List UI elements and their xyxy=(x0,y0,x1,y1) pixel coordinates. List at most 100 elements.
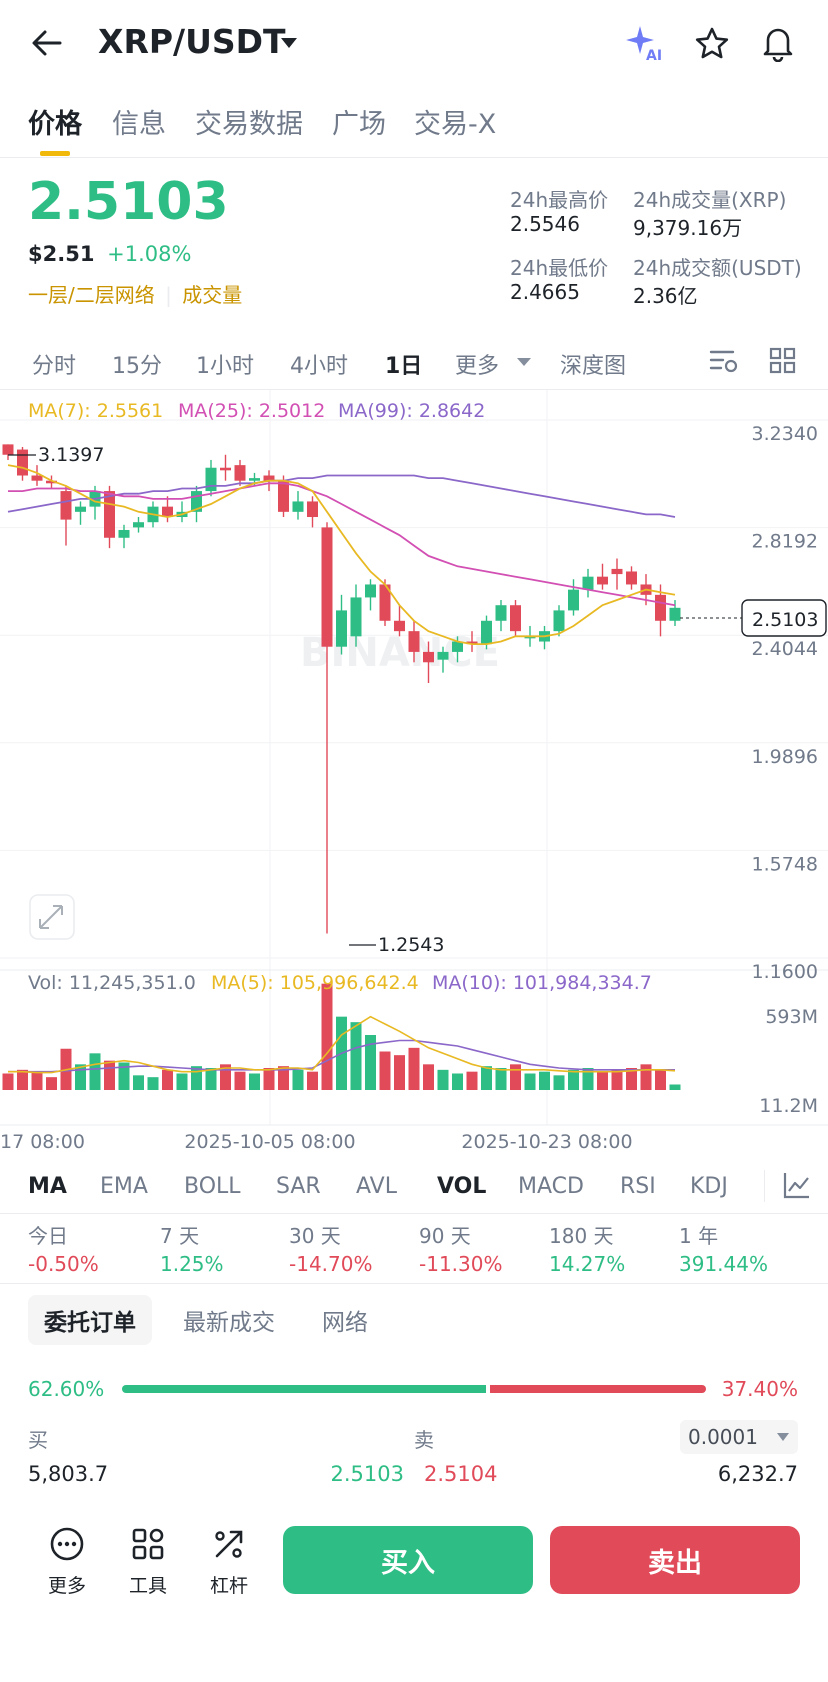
candlestick-chart[interactable]: BINANCE 3.2340 2.8192 2.4044 1.9896 1.5748 1.… xyxy=(0,390,828,1160)
bid-quantity: 5,803.7 xyxy=(28,1462,109,1486)
candle-body xyxy=(60,491,72,520)
volume-bar xyxy=(655,1069,666,1090)
volume-bar xyxy=(452,1073,463,1090)
volume-bar xyxy=(249,1073,260,1090)
sell-column-label: 卖 xyxy=(414,1428,434,1452)
low-label: 24h最低价 xyxy=(510,256,609,280)
candles-group xyxy=(2,444,681,934)
svg-text:AI: AI xyxy=(646,48,662,64)
bell-icon[interactable] xyxy=(760,24,796,62)
tab-square[interactable]: 广场 xyxy=(332,109,386,140)
volume-bar xyxy=(365,1035,376,1090)
candle-body xyxy=(350,597,362,637)
perf-label-180d: 180 天 xyxy=(549,1224,614,1248)
tab-recent-trades[interactable]: 最新成交 xyxy=(183,1310,275,1336)
interval-more[interactable]: 更多 xyxy=(455,354,500,379)
candle-body xyxy=(408,631,420,652)
more-dots-icon xyxy=(50,1527,84,1561)
volume-bar xyxy=(104,1060,115,1090)
interval-1h[interactable]: 1小时 xyxy=(196,354,254,379)
amount-value: 2.36亿 xyxy=(633,284,698,308)
tag-volume[interactable]: 成交量 xyxy=(182,283,243,307)
volume-bar xyxy=(568,1069,579,1090)
tools-grid-icon xyxy=(132,1528,164,1560)
candle-body xyxy=(220,467,231,471)
volume-bar xyxy=(263,1068,275,1090)
indicator-sar[interactable]: SAR xyxy=(276,1174,321,1199)
sell-button[interactable]: 卖出 xyxy=(550,1526,800,1594)
tab-order-book[interactable]: 委托订单 xyxy=(28,1295,152,1345)
active-tab-indicator xyxy=(40,151,70,156)
ai-sparkle-icon[interactable]: AI xyxy=(624,22,666,64)
more-caret-icon[interactable] xyxy=(516,356,532,368)
indicator-vol[interactable]: VOL xyxy=(437,1174,487,1199)
chart-settings-icon[interactable] xyxy=(708,346,740,376)
candle-body xyxy=(582,576,594,590)
candle-body xyxy=(568,589,579,611)
indicator-avl[interactable]: AVL xyxy=(356,1174,397,1199)
buy-button[interactable]: 买入 xyxy=(283,1526,533,1594)
current-price-tag-box xyxy=(741,599,827,637)
candle-body xyxy=(249,478,260,481)
candle-body xyxy=(234,465,246,481)
tag-separator: | xyxy=(165,283,172,307)
star-icon[interactable] xyxy=(694,26,730,62)
interval-4h[interactable]: 4小时 xyxy=(290,354,348,379)
interval-1d[interactable]: 1日 xyxy=(385,354,423,379)
volume-bar xyxy=(133,1075,144,1090)
indicator-ma[interactable]: MA xyxy=(28,1174,67,1199)
volume-bar xyxy=(495,1068,507,1090)
tab-info[interactable]: 信息 xyxy=(112,109,166,140)
volume-bar xyxy=(191,1066,202,1090)
pair-title[interactable]: XRP/USDT xyxy=(98,22,286,61)
interval-depth[interactable]: 深度图 xyxy=(560,354,627,379)
candle-body xyxy=(75,506,86,512)
candle-body xyxy=(2,444,14,455)
legend-row: MA(7): 2.5561 xyxy=(28,400,163,422)
indicator-ema[interactable]: EMA xyxy=(100,1174,148,1199)
high-label: 24h最高价 xyxy=(510,188,609,212)
volume-value: 9,379.16万 xyxy=(633,216,743,240)
low-value: 2.4665 xyxy=(510,280,580,304)
low-marker-label: 1.2543 xyxy=(378,934,444,956)
indicator-macd[interactable]: MACD xyxy=(518,1174,584,1199)
legend-ma25: MA(25): 2.5012 xyxy=(178,400,325,422)
grid-layout-icon[interactable] xyxy=(768,346,798,376)
indicator-rsi[interactable]: RSI xyxy=(620,1174,656,1199)
caret-down-icon[interactable] xyxy=(280,36,298,50)
leverage-icon xyxy=(215,1530,243,1558)
indicator-chart-icon[interactable] xyxy=(782,1170,812,1200)
volume-ma5-line xyxy=(8,1015,676,1074)
y-tick-label: 2.8192 xyxy=(752,531,818,553)
tab-trade-x[interactable]: 交易-X xyxy=(414,109,497,140)
indicator-kdj[interactable]: KDJ xyxy=(690,1174,728,1199)
precision-select[interactable]: 0.0001 xyxy=(680,1420,798,1454)
tag-row: 一层/二层网络 | 成交量 xyxy=(28,279,242,308)
volume-bar xyxy=(220,1064,231,1090)
perf-value-1y: 391.44% xyxy=(679,1252,768,1276)
tools-button[interactable]: 工具 xyxy=(118,1526,178,1598)
more-button[interactable]: 更多 xyxy=(37,1526,97,1598)
indicator-boll[interactable]: BOLL xyxy=(184,1174,241,1199)
interval-time[interactable]: 分时 xyxy=(32,354,77,379)
tab-trade-data[interactable]: 交易数据 xyxy=(195,109,303,140)
tab-network[interactable]: 网络 xyxy=(322,1310,368,1336)
current-price-tag: 2.5103 xyxy=(752,609,818,631)
perf-value-180d: 14.27% xyxy=(549,1252,626,1276)
x-axis-label: 2025-10-23 08:00 xyxy=(461,1131,632,1153)
volume-ma10-line xyxy=(8,1039,675,1073)
y-tick-label: 1.5748 xyxy=(752,853,818,875)
interval-15m[interactable]: 15分 xyxy=(112,354,162,379)
back-arrow-icon[interactable] xyxy=(30,26,64,60)
perf-label-30d: 30 天 xyxy=(289,1224,341,1248)
perf-label-today: 今日 xyxy=(28,1224,68,1248)
perf-label-1y: 1 年 xyxy=(679,1224,719,1248)
buy-percentage: 62.60% xyxy=(28,1377,105,1401)
perf-value-30d: -14.70% xyxy=(289,1252,373,1276)
leverage-button[interactable]: 杠杆 xyxy=(199,1526,259,1598)
volume-bar xyxy=(17,1069,28,1090)
tag-network[interactable]: 一层/二层网络 xyxy=(28,283,155,307)
volume-bar xyxy=(669,1084,681,1090)
tab-price[interactable]: 价格 xyxy=(28,109,82,140)
x-axis-label: 17 08:00 xyxy=(0,1131,85,1153)
